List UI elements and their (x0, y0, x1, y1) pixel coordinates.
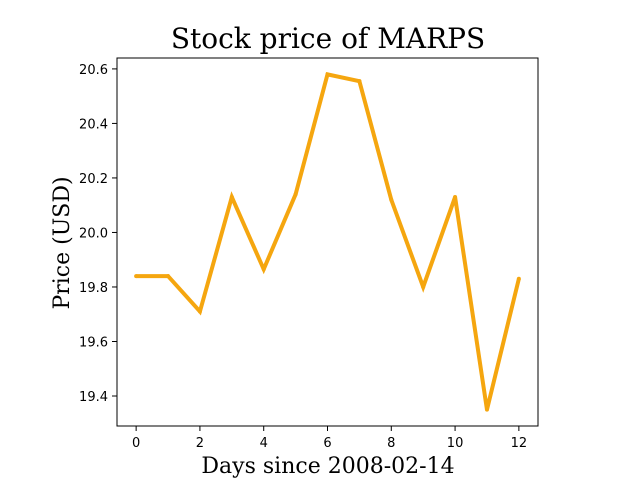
data-point (293, 192, 298, 197)
data-point (197, 309, 202, 314)
x-tick-label: 2 (196, 436, 204, 451)
plot-area: 0 2 4 6 8 10 12 19.4 19.6 19.8 20.0 20.2 20.4 20.6 (79, 57, 539, 451)
data-point (421, 284, 426, 289)
x-tick-label: 12 (511, 436, 528, 451)
data-point (166, 274, 171, 279)
data-point (484, 407, 489, 412)
y-axis: 19.4 19.6 19.8 20.0 20.2 20.4 20.6 (79, 63, 117, 405)
y-tick-label: 20.0 (79, 226, 108, 241)
y-tick-label: 19.6 (79, 335, 108, 350)
data-point (261, 267, 266, 272)
axes-frame (116, 57, 539, 427)
data-point (229, 195, 234, 200)
x-tick-label: 4 (260, 436, 268, 451)
y-tick-label: 20.2 (79, 172, 108, 187)
data-point (516, 276, 521, 281)
series-line (136, 72, 521, 411)
data-point (357, 79, 362, 84)
x-axis: 0 2 4 6 8 10 12 (132, 426, 527, 451)
y-tick-label: 19.4 (79, 390, 108, 405)
x-tick-label: 0 (132, 436, 140, 451)
series-layer (134, 72, 521, 412)
y-tick-label: 19.8 (79, 281, 108, 296)
data-point (389, 197, 394, 202)
data-point (134, 274, 139, 279)
data-point (453, 195, 458, 200)
chart-title: Stock price of MARPS (171, 22, 485, 55)
x-tick-label: 6 (323, 436, 331, 451)
x-tick-label: 8 (387, 436, 395, 451)
x-tick-label: 10 (447, 436, 464, 451)
x-axis-label: Days since 2008-02-14 (201, 454, 454, 479)
y-tick-label: 20.4 (79, 117, 108, 132)
y-tick-label: 20.6 (79, 63, 108, 78)
data-point (325, 72, 330, 77)
y-axis-label: Price (USD) (50, 176, 75, 309)
